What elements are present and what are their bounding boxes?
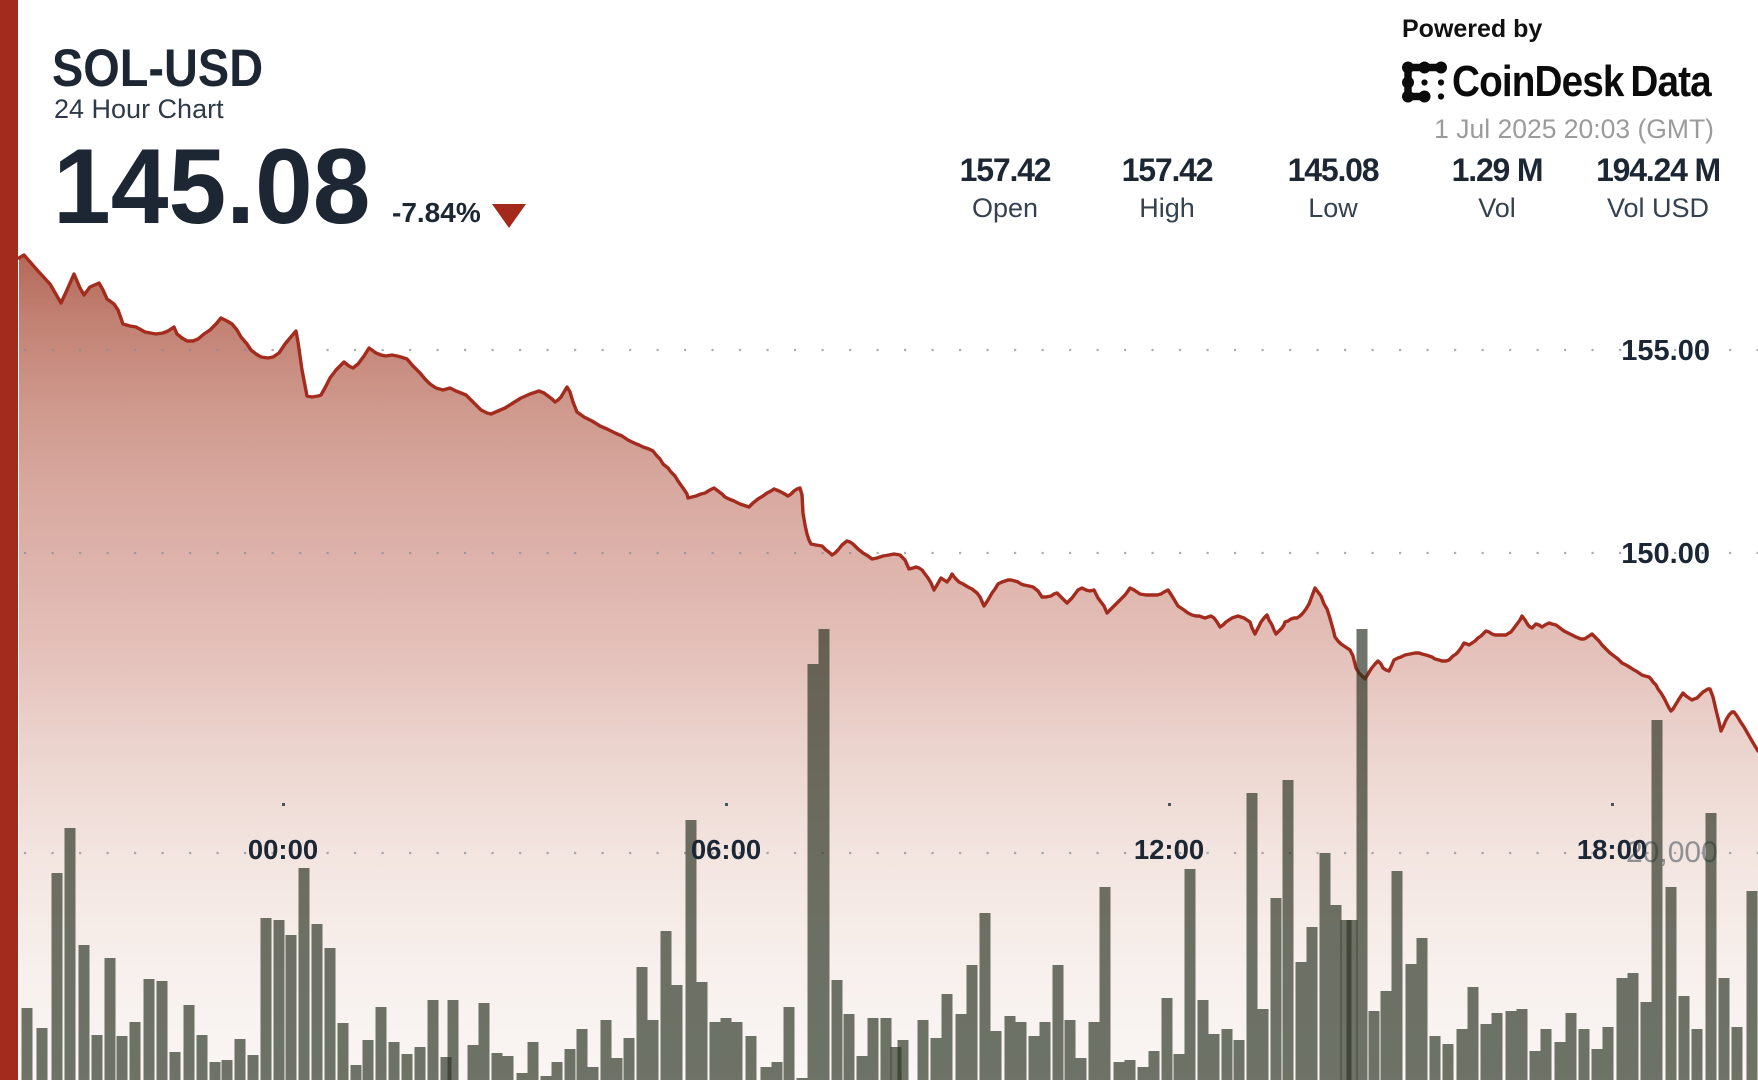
svg-text:20,000: 20,000 — [1626, 836, 1718, 869]
svg-text:155.00: 155.00 — [1621, 335, 1710, 367]
svg-text:18:00: 18:00 — [1577, 834, 1647, 865]
svg-text:12:00: 12:00 — [1134, 834, 1204, 865]
svg-text:06:00: 06:00 — [691, 834, 761, 865]
svg-text:00:00: 00:00 — [248, 834, 318, 865]
svg-text:150.00: 150.00 — [1621, 538, 1710, 570]
